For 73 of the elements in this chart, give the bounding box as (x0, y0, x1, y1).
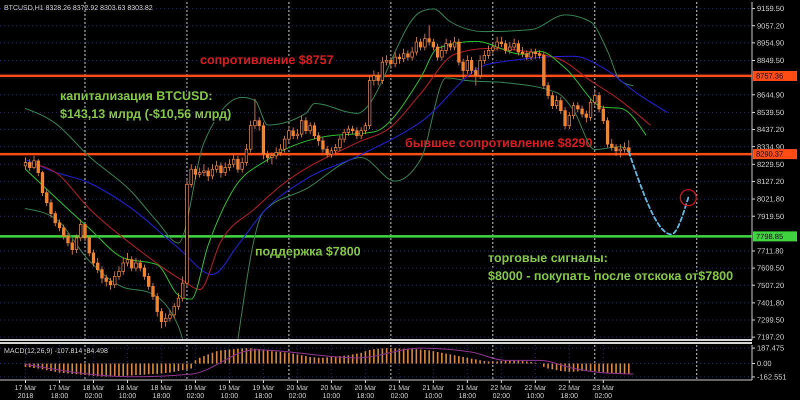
candlestick (406, 50, 410, 61)
candlestick (215, 160, 218, 173)
candlestick (198, 167, 202, 178)
candlestick (525, 50, 528, 61)
candlestick (500, 36, 503, 48)
candlestick (508, 42, 512, 54)
candlestick (423, 33, 427, 51)
ref-line-label: поддержка $7800 (255, 244, 361, 258)
candlestick (444, 38, 448, 54)
candlestick (346, 125, 350, 136)
candlestick (130, 256, 134, 272)
candlestick (321, 137, 325, 153)
candlestick (202, 164, 206, 176)
candlestick (70, 239, 74, 256)
candlestick (440, 44, 444, 61)
candlestick (28, 158, 32, 172)
candlestick (134, 258, 138, 272)
candlestick (219, 162, 223, 178)
candlestick (414, 36, 418, 56)
candlestick (588, 98, 592, 122)
candlestick (486, 44, 490, 60)
candlestick (389, 56, 393, 70)
candlestick (576, 102, 580, 113)
candlestick (466, 55, 469, 74)
candlestick (108, 278, 112, 290)
candlestick (402, 48, 406, 62)
candlestick (580, 105, 584, 118)
ref-line-label: сопротивление $8757 (200, 52, 334, 67)
candlestick (100, 266, 104, 284)
candlestick (529, 48, 533, 61)
candlestick (228, 158, 232, 172)
candlestick (618, 144, 622, 158)
candlestick (495, 36, 499, 51)
candlestick (224, 162, 227, 176)
candlestick (304, 116, 308, 134)
candlestick (292, 126, 295, 140)
candlestick (32, 155, 36, 170)
candlestick (274, 147, 278, 160)
candlestick (516, 40, 520, 56)
candlestick (206, 167, 210, 182)
candlestick (330, 147, 334, 158)
annotation: торговые сигналы: $8000 - покупать после отскока от$7800 (488, 251, 734, 283)
candlestick (210, 164, 214, 180)
candlestick (164, 312, 168, 328)
candlestick (236, 155, 240, 173)
candlestick (520, 46, 524, 58)
candlestick (427, 24, 431, 46)
candlestick (312, 122, 316, 140)
candlestick (448, 40, 452, 51)
candlestick (512, 38, 516, 51)
candlestick (122, 258, 125, 276)
candlestick (270, 152, 274, 165)
candlestick (62, 224, 66, 240)
candlestick (380, 56, 384, 84)
candlestick (24, 157, 28, 170)
candlestick (436, 43, 440, 61)
candlestick (418, 38, 422, 51)
candlestick (113, 270, 116, 289)
candlestick (470, 56, 474, 74)
candlestick (232, 154, 236, 168)
candlestick (622, 142, 626, 153)
candlestick (300, 115, 304, 138)
candlestick (338, 135, 342, 152)
candlestick (478, 55, 482, 80)
candlestick (614, 144, 618, 156)
candlestick (359, 126, 363, 140)
candlestick (168, 309, 172, 322)
candlestick (393, 52, 397, 68)
candlestick (355, 126, 359, 140)
candlestick (534, 48, 537, 60)
candlestick (398, 53, 402, 64)
candlestick (308, 122, 312, 134)
candlestick (491, 42, 494, 54)
